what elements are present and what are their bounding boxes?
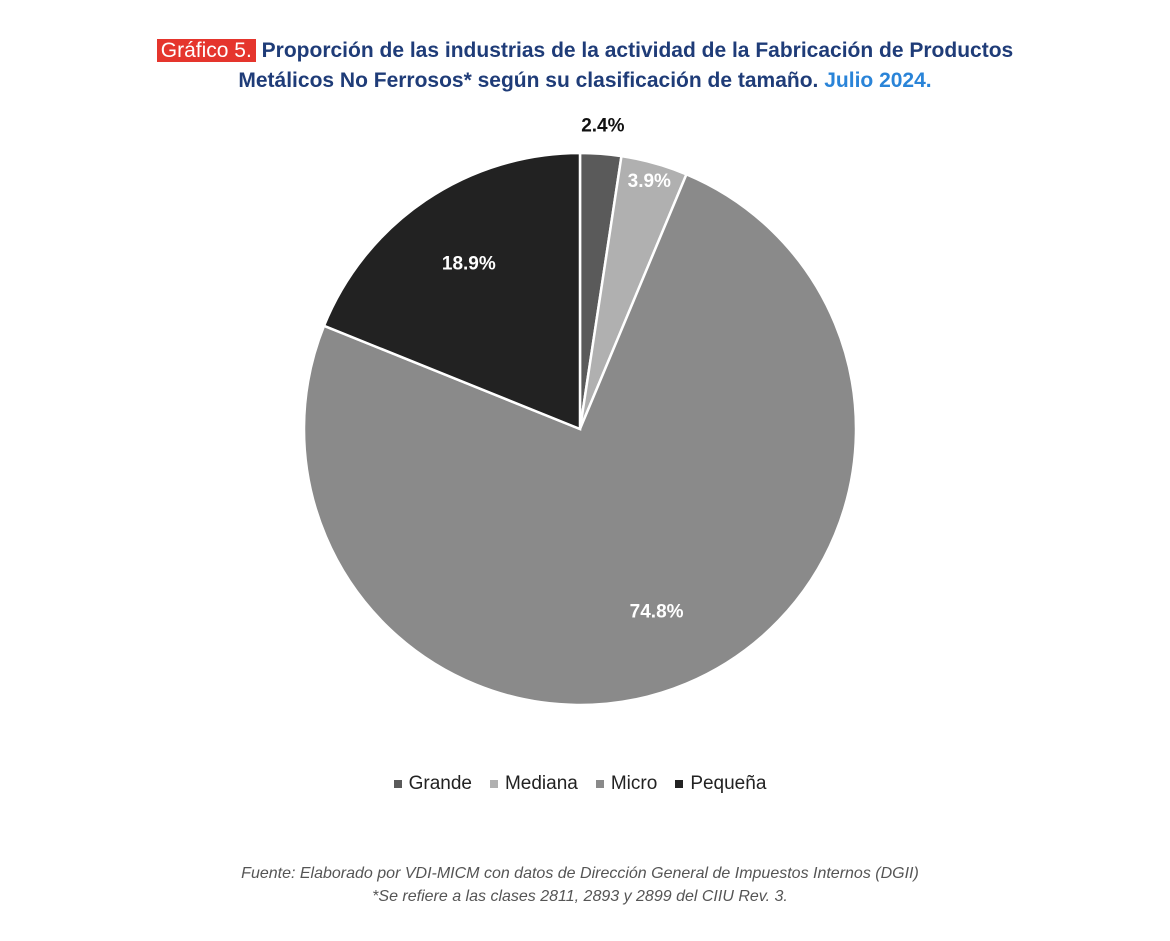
pie-slice-pequena <box>322 151 582 431</box>
legend-label-grande: Grande <box>408 773 472 794</box>
legend-label-pequena: Pequeña <box>690 773 767 794</box>
data-label-pequena: 18.9% <box>442 253 496 274</box>
legend-swatch-mediana <box>489 780 498 788</box>
legend-item-pequena: Pequeña <box>675 773 766 795</box>
chart-title: Gráfico 5. Proporción de las industrias … <box>0 36 1170 96</box>
data-label-grande: 2.4% <box>581 115 624 136</box>
chart-number-label: Gráfico 5. <box>156 39 256 62</box>
data-label-mediana: 3.9% <box>628 171 671 192</box>
legend-swatch-grande <box>393 780 402 788</box>
legend-item-micro: Micro <box>595 773 658 795</box>
legend-item-grande: Grande <box>393 773 472 795</box>
source-text: Fuente: Elaborado por VDI-MICM con datos… <box>241 865 919 882</box>
legend-label-mediana: Mediana <box>504 773 578 794</box>
pie-chart: 2.4% 3.9% 74.8% 18.9% <box>302 115 858 707</box>
legend-swatch-micro <box>595 780 604 788</box>
legend-item-mediana: Mediana <box>489 773 578 795</box>
footnote-text: *Se refiere a las clases 2811, 2893 y 28… <box>372 888 788 905</box>
data-label-micro: 74.8% <box>630 601 684 622</box>
pie-slice-micro <box>302 172 858 707</box>
legend-swatch-pequena <box>675 780 684 788</box>
legend-label-micro: Micro <box>610 773 658 794</box>
source-note: Fuente: Elaborado por VDI-MICM con datos… <box>0 862 1160 908</box>
chart-legend: Grande Mediana Micro Pequeña <box>0 773 1160 795</box>
title-period: Julio 2024. <box>824 69 932 92</box>
title-line-2: Metálicos No Ferrosos* según su clasific… <box>238 69 819 92</box>
title-line-1: Proporción de las industrias de la activ… <box>261 39 1014 62</box>
